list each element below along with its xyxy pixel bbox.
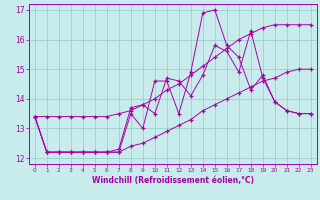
X-axis label: Windchill (Refroidissement éolien,°C): Windchill (Refroidissement éolien,°C): [92, 176, 254, 185]
